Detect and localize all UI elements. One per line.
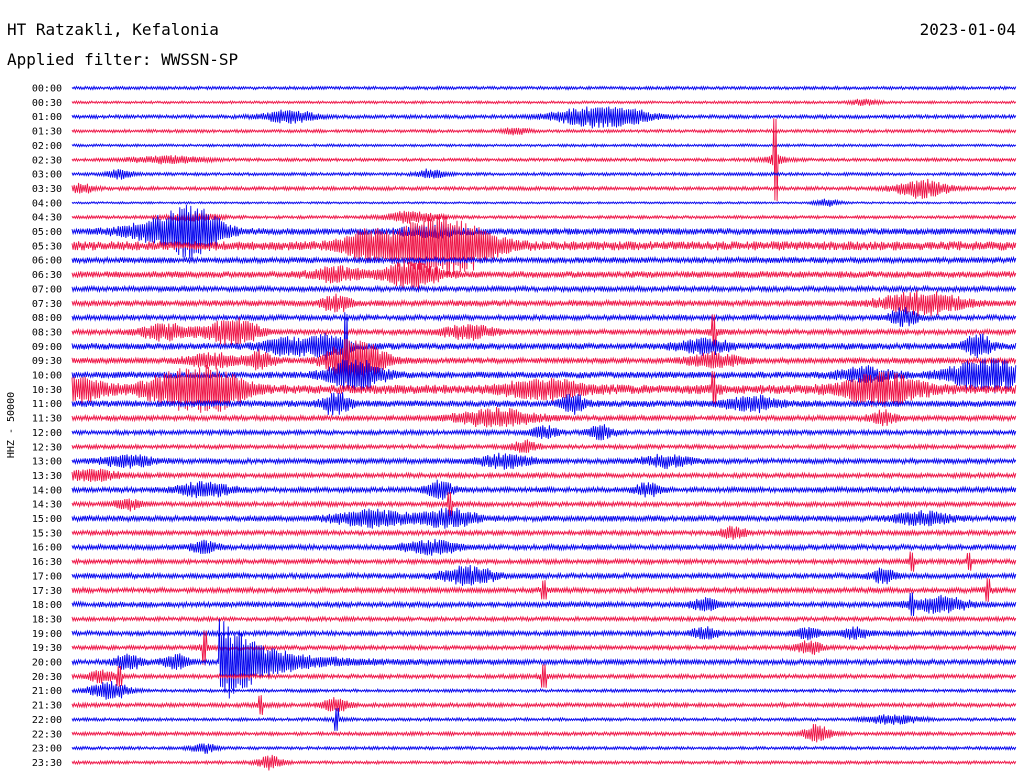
time-label: 19:00: [32, 629, 62, 640]
time-label: 14:30: [32, 500, 62, 511]
trace-0330: [71, 178, 1017, 199]
time-label: 07:00: [32, 284, 62, 295]
applied-filter: Applied filter: WWSSN-SP: [7, 50, 239, 69]
time-label: 05:00: [32, 227, 62, 238]
time-label: 12:30: [32, 442, 62, 453]
trace-0600: [71, 255, 1017, 265]
trace-0530: [71, 215, 1017, 277]
trace-1130: [71, 406, 1017, 428]
time-label: 23:30: [32, 758, 62, 769]
time-label: 04:30: [32, 213, 62, 224]
time-label: 02:00: [32, 141, 62, 152]
trace-1930: [71, 630, 1017, 666]
time-label: 13:30: [32, 471, 62, 482]
trace-0730: [71, 290, 1017, 317]
time-label: 17:30: [32, 586, 62, 597]
trace-1300: [71, 452, 1017, 470]
trace-1730: [71, 578, 1017, 602]
time-label: 15:00: [32, 514, 62, 525]
trace-1630: [71, 551, 1017, 572]
trace-1600: [71, 538, 1017, 556]
trace-1800: [71, 592, 1017, 617]
time-label: 15:30: [32, 528, 62, 539]
trace-1100: [71, 392, 1017, 416]
time-label: 00:00: [32, 84, 62, 95]
trace-1900: [71, 626, 1017, 641]
time-label: 17:00: [32, 571, 62, 582]
trace-0430: [71, 210, 1017, 224]
trace-0700: [71, 284, 1017, 294]
time-label: 11:00: [32, 399, 62, 410]
trace-2330: [71, 754, 1017, 771]
time-label: 21:00: [32, 686, 62, 697]
time-label: 09:00: [32, 342, 62, 353]
trace-2300: [71, 743, 1017, 754]
time-label: 12:00: [32, 428, 62, 439]
trace-2030: [71, 664, 1017, 688]
trace-0900: [71, 312, 1017, 381]
time-label: 13:00: [32, 457, 62, 468]
time-label: 23:00: [32, 744, 62, 755]
time-label: 22:00: [32, 715, 62, 726]
time-label: 10:00: [32, 371, 62, 382]
trace-0100: [71, 106, 1017, 129]
trace-0500: [71, 204, 1017, 260]
time-label: 06:30: [32, 270, 62, 281]
trace-2000: [71, 619, 1017, 699]
time-label: 10:30: [32, 385, 62, 396]
trace-1000: [71, 358, 1017, 394]
time-label: 00:30: [32, 98, 62, 109]
trace-0030: [71, 98, 1017, 107]
time-label: 01:30: [32, 127, 62, 138]
time-label: 07:30: [32, 299, 62, 310]
record-date: 2023-01-04: [919, 20, 1016, 39]
trace-0200: [71, 142, 1017, 148]
time-label: 03:30: [32, 184, 62, 195]
station-title: HT Ratzakli, Kefalonia: [7, 20, 219, 39]
trace-1230: [71, 439, 1017, 454]
trace-2100: [71, 680, 1017, 700]
trace-0400: [71, 198, 1017, 207]
time-label: 08:00: [32, 313, 62, 324]
trace-1430: [71, 491, 1017, 517]
trace-2130: [71, 695, 1017, 715]
trace-2230: [71, 723, 1017, 743]
time-label: 18:00: [32, 600, 62, 611]
time-label: 09:30: [32, 356, 62, 367]
trace-1200: [71, 424, 1017, 441]
trace-0630: [71, 260, 1017, 291]
trace-2200: [71, 707, 1017, 731]
time-label: 22:30: [32, 729, 62, 740]
time-label: 06:00: [32, 256, 62, 267]
trace-1400: [71, 479, 1017, 500]
time-label: 20:30: [32, 672, 62, 683]
time-label: 04:00: [32, 198, 62, 209]
time-label: 19:30: [32, 643, 62, 654]
trace-1500: [71, 507, 1017, 529]
trace-1530: [71, 525, 1017, 540]
time-label: 08:30: [32, 327, 62, 338]
trace-1330: [71, 468, 1017, 483]
trace-0000: [71, 85, 1017, 91]
trace-1700: [71, 564, 1017, 586]
time-label: 05:30: [32, 241, 62, 252]
time-label: 14:00: [32, 485, 62, 496]
time-label: 11:30: [32, 414, 62, 425]
trace-1830: [71, 615, 1017, 623]
time-label: 16:00: [32, 543, 62, 554]
time-label: 02:30: [32, 155, 62, 166]
time-label: 01:00: [32, 112, 62, 123]
trace-0930: [71, 338, 1017, 386]
trace-0830: [71, 314, 1017, 351]
trace-0800: [71, 307, 1017, 327]
trace-0130: [71, 127, 1017, 136]
time-label: 03:00: [32, 170, 62, 181]
time-label: 21:30: [32, 701, 62, 712]
time-label: 20:00: [32, 658, 62, 669]
trace-0230: [71, 118, 1017, 202]
trace-0300: [71, 168, 1017, 180]
time-label: 16:30: [32, 557, 62, 568]
time-label: 18:30: [32, 614, 62, 625]
